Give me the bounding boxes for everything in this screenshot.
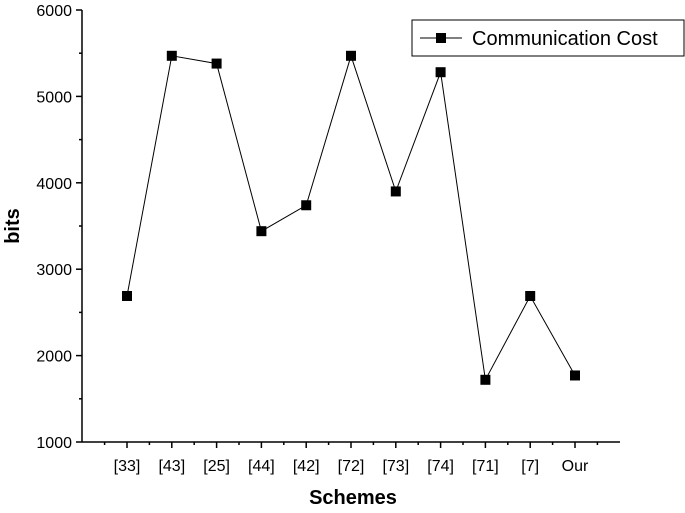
x-tick-label: [71]	[472, 458, 499, 475]
data-point-marker	[435, 67, 446, 78]
data-point-marker	[166, 50, 177, 61]
y-tick-label: 6000	[36, 3, 72, 20]
x-tick-label: [72]	[338, 458, 365, 475]
x-tick-label: [7]	[521, 458, 539, 475]
x-tick-label: [73]	[382, 458, 409, 475]
data-point-marker	[390, 186, 401, 197]
y-tick-label: 1000	[36, 435, 72, 452]
data-point-marker	[346, 50, 356, 61]
y-tick-label: 3000	[36, 262, 72, 279]
data-point-marker	[122, 290, 132, 301]
x-tick-label: Our	[562, 458, 589, 475]
data-point-marker	[570, 370, 580, 381]
data-point-marker	[301, 200, 312, 211]
y-tick-label: 4000	[36, 176, 72, 193]
y-axis-title: bits	[2, 208, 24, 244]
axes: 1000 2000 3000 4000 5000 6000 [33] [43] [25] [44]…	[36, 3, 620, 475]
data-point-marker	[525, 290, 536, 301]
data-point-marker	[256, 226, 267, 237]
x-tick-label: [25]	[203, 458, 230, 475]
data-point-marker	[211, 58, 222, 69]
x-axis-title: Schemes	[309, 487, 397, 508]
x-tick-label: [74]	[427, 458, 454, 475]
y-tick-label: 2000	[36, 349, 72, 366]
legend: Communication Cost	[411, 19, 685, 57]
x-tick-label: [33]	[114, 458, 141, 475]
series-layer	[122, 50, 580, 385]
x-tick-label: [44]	[248, 458, 275, 475]
legend-label: Communication Cost	[472, 28, 658, 50]
series-line	[126, 54, 576, 382]
x-tick-label: [42]	[293, 458, 320, 475]
data-point-marker	[480, 374, 491, 385]
x-tick-label: [43]	[158, 458, 185, 475]
legend-marker-icon	[436, 33, 446, 43]
y-tick-label: 5000	[36, 89, 72, 106]
